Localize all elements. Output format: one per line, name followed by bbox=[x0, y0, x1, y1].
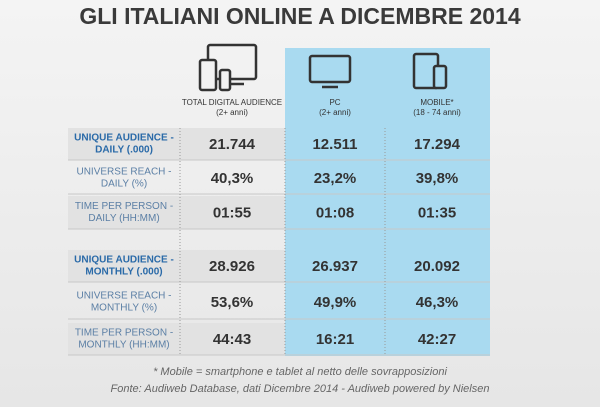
row-label: TIME PER PERSON - bbox=[75, 328, 173, 339]
highlight-panel bbox=[285, 48, 490, 356]
column-subheader: (2+ anni) bbox=[319, 108, 351, 117]
icon-pc bbox=[308, 54, 352, 89]
row-label: DAILY (HH:MM) bbox=[88, 213, 159, 224]
cell-value: 12.511 bbox=[312, 136, 357, 153]
cell-value: 26.937 bbox=[312, 258, 358, 275]
cell-value: 01:08 bbox=[316, 204, 354, 221]
cell-value: 44:43 bbox=[213, 331, 251, 348]
cell-value: 28.926 bbox=[209, 258, 255, 275]
column-header: TOTAL DIGITAL AUDIENCE bbox=[182, 98, 282, 107]
row-background bbox=[68, 196, 285, 229]
cell-value: 39,8% bbox=[416, 170, 459, 187]
row-label: MONTHLY (%) bbox=[91, 303, 157, 314]
cell-value: 23,2% bbox=[314, 170, 357, 187]
row-background bbox=[68, 128, 285, 160]
cell-value: 16:21 bbox=[316, 331, 354, 348]
row-label: MONTHLY (HH:MM) bbox=[78, 340, 169, 351]
row-background bbox=[68, 323, 285, 355]
row-label: UNIQUE AUDIENCE - bbox=[74, 255, 174, 266]
source: Fonte: Audiweb Database, dati Dicembre 2… bbox=[111, 383, 490, 395]
row-label: UNIVERSE REACH - bbox=[76, 291, 171, 302]
cell-value: 20.092 bbox=[414, 258, 460, 275]
cell-value: 42:27 bbox=[418, 331, 456, 348]
row-label: DAILY (.000) bbox=[95, 145, 153, 156]
footnote: * Mobile = smartphone e tablet al netto … bbox=[153, 366, 447, 378]
cell-value: 40,3% bbox=[211, 170, 254, 187]
row-label: DAILY (%) bbox=[101, 179, 147, 190]
cell-value: 01:35 bbox=[418, 204, 456, 221]
column-subheader: (2+ anni) bbox=[216, 108, 248, 117]
icon-total bbox=[198, 43, 258, 92]
row-label: UNIVERSE REACH - bbox=[76, 167, 171, 178]
row-label: MONTHLY (.000) bbox=[85, 267, 162, 278]
cell-value: 49,9% bbox=[314, 294, 357, 311]
cell-value: 01:55 bbox=[213, 204, 251, 221]
column-subheader: (18 - 74 anni) bbox=[413, 108, 461, 117]
column-header: PC bbox=[329, 98, 340, 107]
cell-value: 46,3% bbox=[416, 294, 459, 311]
cell-value: 21.744 bbox=[209, 136, 256, 153]
title: GLI ITALIANI ONLINE A DICEMBRE 2014 bbox=[79, 3, 521, 29]
row-background bbox=[68, 250, 285, 282]
cell-value: 17.294 bbox=[414, 136, 461, 153]
cell-value: 53,6% bbox=[211, 294, 254, 311]
column-header: MOBILE* bbox=[420, 98, 453, 107]
icon-mobile bbox=[412, 52, 448, 90]
row-label: UNIQUE AUDIENCE - bbox=[74, 133, 174, 144]
row-label: TIME PER PERSON - bbox=[75, 201, 173, 212]
